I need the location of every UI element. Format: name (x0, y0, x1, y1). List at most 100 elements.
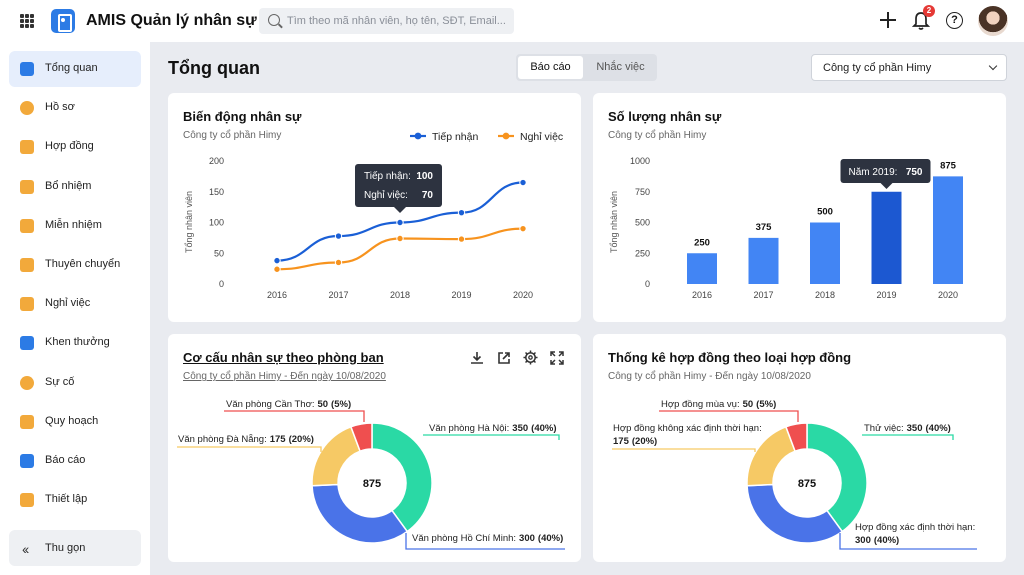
slice-label: 175 (20%) (613, 436, 657, 447)
leader-line (405, 533, 565, 550)
help-icon[interactable]: ? (946, 12, 963, 29)
sidebar-item-3[interactable]: Bổ nhiệm (9, 169, 141, 205)
card-title[interactable]: Cơ cấu nhân sự theo phòng ban (183, 350, 384, 365)
sidebar-item-5[interactable]: Thuyên chuyển (9, 247, 141, 283)
slice-pct: 40% (929, 423, 949, 434)
data-point (519, 224, 527, 233)
gift-icon (20, 336, 34, 351)
slice-pct-close: ) (560, 533, 563, 544)
sidebar-item-11[interactable]: Thiết lập (9, 482, 141, 518)
open-external-icon[interactable] (497, 351, 511, 365)
sidebar-item-0[interactable]: Tổng quan (9, 51, 141, 87)
slice-label: Hợp đồng không xác định thời hạn: (613, 423, 762, 434)
sidebar-item-9[interactable]: Quy hoạch (9, 404, 141, 440)
search-icon (268, 14, 280, 26)
slice-pct: 40% (534, 423, 554, 434)
card-trend: Biến động nhân sự Công ty cổ phần Himy T… (168, 93, 581, 322)
slice-pct-open: ( (925, 423, 929, 434)
y-tick-label: 750 (635, 187, 650, 197)
gear-icon[interactable] (523, 350, 538, 365)
page-title: Tổng quan (168, 58, 260, 78)
sidebar-item-4[interactable]: Miễn nhiệm (9, 208, 141, 244)
slice-pct-open: ( (538, 533, 542, 544)
x-tick-label: 2017 (328, 290, 348, 300)
slice-label: Thử việc: 350 (40%) (864, 423, 951, 434)
x-tick-label: 2017 (753, 290, 773, 300)
notification-badge: 2 (923, 5, 935, 17)
app-logo-icon (51, 9, 75, 33)
legend-marker (502, 132, 510, 140)
card-subtitle: Công ty cổ phần Himy (608, 130, 707, 141)
leader-line (177, 446, 322, 452)
slice-pct-open: ( (331, 399, 335, 410)
slice-name: Văn phòng Hà Nội (429, 423, 507, 434)
bar (687, 253, 717, 284)
y-tick-label: 0 (645, 279, 650, 289)
slice-name: Hợp đồng không xác định thời hạn (613, 423, 759, 434)
tooltip-label: Nghỉ việc: (364, 189, 408, 201)
sidebar-item-label: Nghỉ việc (45, 297, 91, 310)
settings-icon (20, 493, 34, 508)
donut-slice (311, 483, 409, 544)
sidebar-item-1[interactable]: Hồ sơ (9, 90, 141, 126)
company-select-value: Công ty cổ phần Himy (823, 62, 932, 74)
x-tick-label: 2016 (692, 290, 712, 300)
sidebar-item-label: Thuyên chuyển (45, 258, 121, 270)
x-tick-label: 2020 (513, 290, 533, 300)
slice-label: Hợp đồng mùa vụ: 50 (5%) (661, 399, 776, 410)
sidebar-item-8[interactable]: Sự cố (9, 365, 141, 401)
slice-colon: : (759, 423, 762, 434)
dashboard-icon (20, 62, 34, 76)
add-icon[interactable] (880, 12, 896, 28)
slice-pct-close: ) (348, 399, 351, 410)
resign-icon (20, 297, 34, 312)
double-chevron-left-icon: ‹‹ (22, 541, 29, 557)
sidebar: Tổng quan Hồ sơ Hợp đồng Bổ nhiệm Miễn nhiệm… (0, 42, 150, 575)
slice-name: Văn phòng Cần Thơ (226, 399, 312, 410)
leader-line (423, 434, 560, 440)
slice-colon: : (312, 399, 315, 410)
y-tick-label: 250 (635, 248, 650, 258)
sidebar-item-7[interactable]: Khen thưởng (9, 325, 141, 361)
slice-value: 300 (855, 535, 871, 546)
slice-value: 50 (743, 399, 754, 410)
avatar[interactable] (978, 6, 1008, 36)
app-grid-icon[interactable] (20, 14, 34, 28)
download-icon[interactable] (470, 351, 484, 365)
search-box[interactable] (259, 8, 514, 34)
sidebar-item-2[interactable]: Hợp đồng (9, 129, 141, 165)
sidebar-item-label: Hồ sơ (45, 101, 75, 114)
donut-slice (806, 422, 868, 533)
data-point (457, 235, 466, 243)
slice-label: Hợp đồng xác định thời hạn: (855, 522, 975, 533)
chart-tooltip (355, 164, 442, 207)
tab-reminder[interactable]: Nhắc việc (596, 61, 645, 73)
slice-label: Văn phòng Hồ Chí Minh: 300 (40%) (412, 533, 563, 544)
donut-slice (371, 422, 433, 533)
slice-value: 350 (512, 423, 528, 434)
y-tick-label: 100 (209, 218, 224, 228)
legend-label: Nghỉ việc (520, 131, 563, 143)
data-point (334, 232, 343, 240)
sidebar-item-6[interactable]: Nghỉ việc (9, 286, 141, 322)
donut-slice (349, 422, 373, 453)
slice-colon: : (737, 399, 740, 410)
slice-pct-open: ( (874, 535, 878, 546)
slice-colon: : (901, 423, 904, 434)
sidebar-item-10[interactable]: Báo cáo (9, 443, 141, 479)
slice-pct-close: ) (311, 434, 314, 445)
slice-pct: 20% (635, 436, 655, 447)
line-chart: Tổng nhân viên 0 50 100 150 200 2016 2017 2018 20… (184, 131, 563, 300)
chart-tooltip-arrow (394, 207, 406, 213)
contract-icon (20, 140, 34, 155)
expand-icon[interactable] (550, 351, 564, 365)
collapse-button[interactable]: ‹‹ Thu gọn (9, 530, 141, 566)
tab-report[interactable]: Báo cáo (518, 56, 583, 79)
slice-label: Văn phòng Hà Nội: 350 (40%) (429, 423, 557, 434)
x-tick-label: 2018 (390, 290, 410, 300)
search-input[interactable] (287, 8, 509, 34)
y-tick-label: 50 (214, 248, 224, 258)
company-select[interactable]: Công ty cổ phần Himy (811, 54, 1007, 81)
slice-label: Văn phòng Đà Nẵng: 175 (20%) (178, 434, 314, 445)
